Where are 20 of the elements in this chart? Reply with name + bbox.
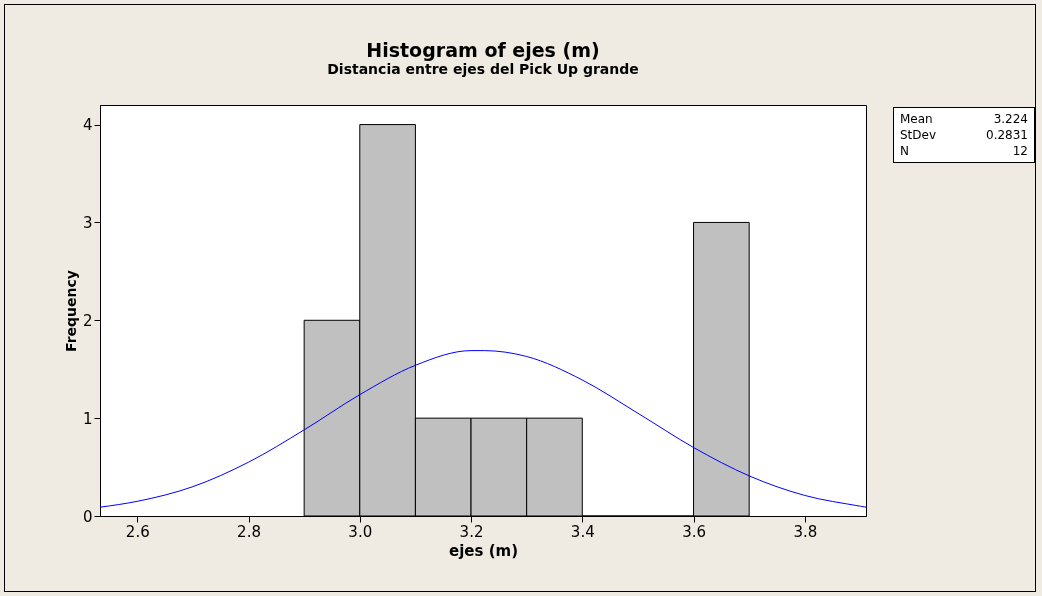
x-tick-label: 2.8 — [237, 522, 261, 541]
y-tick-label: 4 — [82, 116, 93, 135]
y-axis-title: Frequency — [62, 270, 79, 352]
text: Mean 3.224 — [900, 112, 1028, 126]
y-tick-label: 3 — [82, 213, 93, 232]
x-axis-title: ejes (m) — [449, 541, 518, 560]
x-tick-label: 3.2 — [459, 522, 484, 541]
y-tick-label: 0 — [82, 507, 93, 526]
chart-subtitle: Distancia entre ejes del Pick Up grande — [327, 61, 639, 77]
chart-title: Histogram of ejes (m) — [366, 39, 600, 61]
y-tick-label: 1 — [82, 409, 93, 428]
x-tick-label: 2.6 — [125, 522, 150, 541]
y-tick-label: 2 — [82, 311, 93, 330]
x-tick-label: 3.8 — [793, 522, 818, 541]
x-tick-label: 3.6 — [682, 522, 706, 541]
text: StDev 0.2831 — [900, 128, 1028, 142]
x-tick-label: 3.4 — [570, 522, 595, 541]
x-tick-label: 3.0 — [348, 522, 373, 541]
text: N 12 — [900, 144, 1028, 158]
line-series — [100, 350, 866, 508]
